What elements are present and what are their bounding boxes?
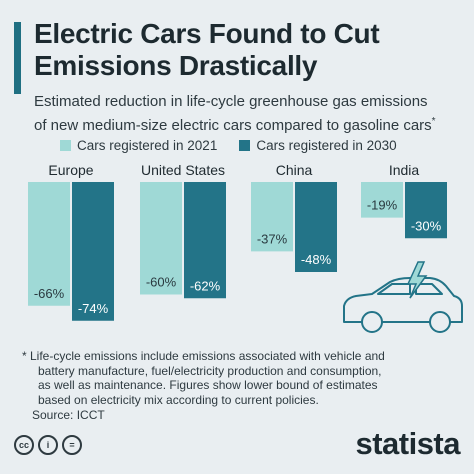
category-label: India — [389, 162, 420, 178]
bar-value-label: -66% — [34, 286, 65, 301]
legend-label-2021: Cars registered in 2021 — [77, 138, 218, 153]
attribution-icon[interactable]: i — [38, 435, 58, 455]
bar-2030 — [405, 182, 447, 239]
footnote-line-2: battery manufacture, fuel/electricity pr… — [38, 363, 382, 378]
legend-swatch-2021 — [60, 140, 71, 151]
bar-value-label: -60% — [146, 275, 177, 290]
title-line-1: Electric Cars Found to Cut — [34, 18, 380, 49]
legend-item-2021: Cars registered in 2021 — [60, 138, 217, 153]
category-label: China — [276, 162, 313, 178]
bar-value-label: -30% — [411, 218, 442, 233]
bar-2030 — [184, 182, 226, 299]
subtitle-line-1: Estimated reduction in life-cycle greenh… — [34, 93, 428, 110]
creative-commons-icon[interactable]: cc — [14, 435, 34, 455]
category-label: Europe — [48, 162, 93, 178]
footnote-line-4: based on electricity mix according to cu… — [38, 392, 319, 407]
legend-swatch-2030 — [239, 140, 251, 151]
footnote: * Life-cycle emissions include emissions… — [22, 349, 462, 407]
no-derivatives-icon[interactable]: = — [62, 435, 82, 455]
bar-2021 — [140, 182, 182, 295]
subtitle-footnote-mark: * — [431, 116, 436, 127]
legend: Cars registered in 2021 Cars registered … — [60, 138, 397, 153]
bar-2030 — [295, 182, 337, 272]
footnote-line-3: as well as maintenance. Figures show low… — [38, 378, 378, 393]
footnote-line-1: * Life-cycle emissions include emissions… — [22, 349, 385, 363]
bar-2030 — [72, 182, 114, 321]
bar-2021 — [251, 182, 293, 252]
title-accent-bar — [14, 22, 21, 94]
license-icons: cc i = — [14, 435, 82, 455]
bar-2021 — [361, 182, 403, 218]
statista-logo[interactable]: statista — [355, 426, 460, 461]
chart-subtitle: Estimated reduction in life-cycle greenh… — [34, 92, 470, 136]
bar-value-label: -74% — [78, 301, 109, 316]
electric-car-icon — [343, 277, 463, 333]
source-note: Source: ICCT — [32, 408, 105, 422]
chart-title: Electric Cars Found to Cut Emissions Dra… — [34, 18, 464, 82]
subtitle-line-2: of new medium-size electric cars compare… — [34, 112, 470, 136]
bar-chart: Europe -66% -74% United States -60% -62% China… — [28, 162, 463, 333]
bar-value-label: -37% — [257, 231, 288, 246]
bar-value-label: -62% — [190, 278, 221, 293]
legend-item-2030: Cars registered in 2030 — [239, 138, 397, 153]
bar-2021 — [28, 182, 70, 306]
legend-label-2030: Cars registered in 2030 — [256, 138, 397, 153]
bar-value-label: -48% — [301, 252, 332, 267]
subtitle-line-2-text: of new medium-size electric cars compare… — [34, 117, 432, 134]
title-line-2: Emissions Drastically — [34, 50, 318, 81]
category-label: United States — [141, 162, 225, 178]
bar-value-label: -19% — [367, 198, 398, 213]
lightning-bolt-icon — [406, 261, 428, 299]
